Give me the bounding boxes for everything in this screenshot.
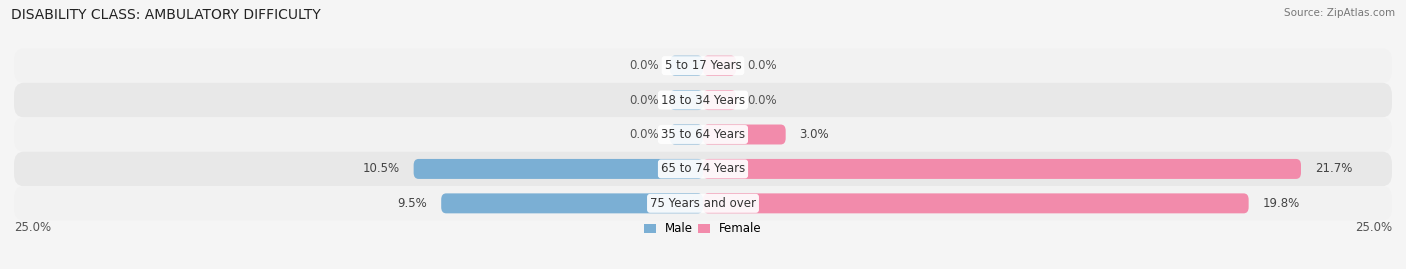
FancyBboxPatch shape xyxy=(14,186,1392,221)
FancyBboxPatch shape xyxy=(703,56,737,76)
Text: DISABILITY CLASS: AMBULATORY DIFFICULTY: DISABILITY CLASS: AMBULATORY DIFFICULTY xyxy=(11,8,321,22)
Text: 19.8%: 19.8% xyxy=(1263,197,1299,210)
Text: 3.0%: 3.0% xyxy=(800,128,830,141)
Text: 21.7%: 21.7% xyxy=(1315,162,1353,175)
Text: 25.0%: 25.0% xyxy=(14,221,51,233)
Text: 10.5%: 10.5% xyxy=(363,162,399,175)
Text: 25.0%: 25.0% xyxy=(1355,221,1392,233)
Text: 0.0%: 0.0% xyxy=(747,59,776,72)
FancyBboxPatch shape xyxy=(669,125,703,144)
FancyBboxPatch shape xyxy=(14,117,1392,152)
FancyBboxPatch shape xyxy=(14,83,1392,117)
Text: 18 to 34 Years: 18 to 34 Years xyxy=(661,94,745,107)
Text: 5 to 17 Years: 5 to 17 Years xyxy=(665,59,741,72)
Text: 75 Years and over: 75 Years and over xyxy=(650,197,756,210)
FancyBboxPatch shape xyxy=(703,193,1249,213)
Legend: Male, Female: Male, Female xyxy=(644,222,762,235)
FancyBboxPatch shape xyxy=(703,90,737,110)
Text: 0.0%: 0.0% xyxy=(630,59,659,72)
Text: 0.0%: 0.0% xyxy=(747,94,776,107)
Text: 35 to 64 Years: 35 to 64 Years xyxy=(661,128,745,141)
FancyBboxPatch shape xyxy=(669,90,703,110)
Text: Source: ZipAtlas.com: Source: ZipAtlas.com xyxy=(1284,8,1395,18)
Text: 0.0%: 0.0% xyxy=(630,128,659,141)
FancyBboxPatch shape xyxy=(703,125,786,144)
FancyBboxPatch shape xyxy=(703,159,1301,179)
FancyBboxPatch shape xyxy=(14,152,1392,186)
FancyBboxPatch shape xyxy=(441,193,703,213)
Text: 9.5%: 9.5% xyxy=(398,197,427,210)
Text: 65 to 74 Years: 65 to 74 Years xyxy=(661,162,745,175)
FancyBboxPatch shape xyxy=(669,56,703,76)
FancyBboxPatch shape xyxy=(413,159,703,179)
FancyBboxPatch shape xyxy=(14,48,1392,83)
Text: 0.0%: 0.0% xyxy=(630,94,659,107)
